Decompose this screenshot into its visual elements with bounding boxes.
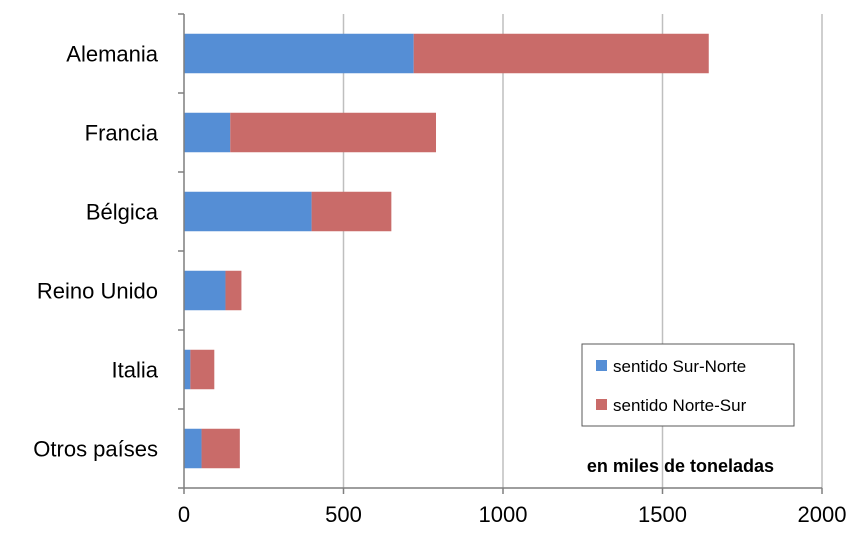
category-label-otros-países: Otros países bbox=[33, 437, 158, 462]
legend-box bbox=[581, 343, 795, 427]
bar-reino-unido-series-1 bbox=[225, 270, 242, 311]
legend-label-norte-sur: sentido Norte-Sur bbox=[613, 396, 747, 415]
bar-otros-países-series-1 bbox=[201, 428, 240, 469]
bar-francia-series-1 bbox=[230, 112, 437, 153]
axes bbox=[178, 13, 823, 494]
bar-bélgica-series-0 bbox=[184, 191, 312, 232]
legend-swatch-norte-sur bbox=[596, 399, 607, 410]
bar-alemania-series-0 bbox=[184, 33, 414, 74]
category-label-reino-unido: Reino Unido bbox=[37, 279, 158, 304]
category-label-alemania: Alemania bbox=[66, 42, 158, 67]
bar-otros-países-series-0 bbox=[184, 428, 202, 469]
x-tick-label-0: 0 bbox=[178, 502, 190, 527]
x-tick-label-1000: 1000 bbox=[479, 502, 528, 527]
legend: sentido Sur-Norte sentido Norte-Sur bbox=[581, 343, 795, 427]
gridlines bbox=[342, 14, 823, 488]
x-tick-label-2000: 2000 bbox=[798, 502, 847, 527]
units-annotation: en miles de toneladas bbox=[587, 456, 774, 476]
bar-italia-series-1 bbox=[190, 349, 215, 390]
x-tick-labels: 0 500 1000 1500 2000 bbox=[178, 502, 847, 527]
bars bbox=[184, 33, 709, 469]
bar-reino-unido-series-0 bbox=[184, 270, 226, 311]
category-labels: Alemania Francia Bélgica Reino Unido Italia O… bbox=[33, 42, 158, 462]
category-label-francia: Francia bbox=[85, 121, 159, 146]
x-tick-label-500: 500 bbox=[325, 502, 362, 527]
x-tick-label-1500: 1500 bbox=[638, 502, 687, 527]
legend-label-sur-norte: sentido Sur-Norte bbox=[613, 357, 746, 376]
legend-swatch-sur-norte bbox=[596, 360, 607, 371]
category-label-bélgica: Bélgica bbox=[86, 200, 159, 225]
category-label-italia: Italia bbox=[112, 358, 159, 383]
bar-francia-series-0 bbox=[184, 112, 231, 153]
bar-alemania-series-1 bbox=[413, 33, 709, 74]
bar-bélgica-series-1 bbox=[311, 191, 392, 232]
bar-italia-series-0 bbox=[184, 349, 191, 390]
